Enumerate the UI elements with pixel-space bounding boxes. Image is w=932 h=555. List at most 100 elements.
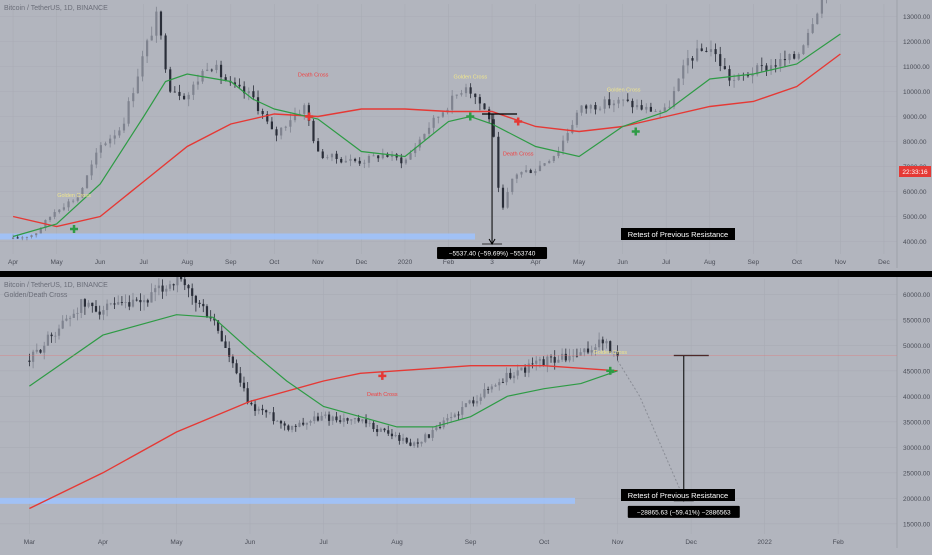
- candle-body: [453, 414, 456, 418]
- candle-body: [280, 127, 283, 136]
- candle-body: [305, 422, 308, 425]
- candle-body: [418, 139, 421, 148]
- candle-body: [54, 335, 57, 337]
- support-band[interactable]: [0, 233, 475, 240]
- candle-body: [538, 165, 542, 172]
- candle-body: [122, 123, 126, 131]
- candle-body: [242, 382, 246, 389]
- candle-body: [141, 56, 144, 77]
- bottom-chart-pane[interactable]: Bitcoin / TetherUS, 1D, BINANCE Golden/D…: [0, 267, 932, 550]
- golden-cross-2-label: Golden Cross: [453, 75, 487, 81]
- candle-body: [432, 117, 435, 128]
- candle-body: [585, 105, 588, 109]
- candle-body: [224, 77, 227, 81]
- candle-body: [605, 341, 608, 344]
- candle-body: [353, 158, 357, 161]
- top-chart-pane[interactable]: Bitcoin / TetherUS, 1D, BINANCE 13000.00…: [0, 0, 932, 271]
- y-tick-label: 6000.00: [903, 189, 927, 196]
- candle-body: [561, 353, 564, 360]
- x-tick-label: Aug: [181, 259, 193, 266]
- candle-body: [198, 302, 201, 304]
- x-tick-label: Jul: [140, 259, 149, 266]
- candle-body: [594, 104, 597, 110]
- candle-body: [117, 302, 120, 305]
- candle-body: [102, 310, 105, 315]
- y-tick-label: 60000.00: [903, 292, 930, 299]
- slow-moving-average[interactable]: [12, 53, 841, 228]
- candle-body: [509, 372, 512, 379]
- candle-body: [346, 418, 349, 421]
- candle-body: [705, 50, 708, 52]
- candle-body: [626, 99, 629, 101]
- candle-body: [104, 143, 107, 146]
- candle-body: [243, 86, 246, 94]
- support-band[interactable]: [0, 497, 575, 504]
- candle-body: [416, 442, 419, 444]
- candle-body: [413, 442, 416, 446]
- candle-body: [460, 93, 463, 95]
- candle-body: [157, 285, 160, 289]
- candle-body: [474, 93, 477, 98]
- candle-body: [405, 437, 408, 443]
- candle-body: [176, 275, 179, 286]
- candle-body: [806, 32, 810, 46]
- candle-body: [25, 236, 29, 238]
- candle-body: [424, 434, 427, 442]
- candle-body: [427, 434, 431, 438]
- candle-body: [379, 428, 382, 432]
- x-tick-label: Feb: [443, 259, 455, 266]
- candle-body: [802, 45, 805, 55]
- candle-body: [192, 84, 195, 95]
- candle-body: [571, 124, 574, 133]
- bottom-chart-svg[interactable]: 60000.00 55000.00 50000.00 45000.00 40000.00…: [0, 267, 932, 550]
- candle-body: [479, 397, 482, 401]
- candle-body: [239, 373, 242, 383]
- projection-path: [617, 360, 685, 499]
- pane-divider[interactable]: [0, 271, 932, 277]
- top-chart-svg[interactable]: 13000.00 12000.00 11000.00 10000.00 9000.00 8…: [0, 0, 932, 271]
- candle-body: [492, 119, 495, 137]
- candle-body: [760, 65, 763, 67]
- candle-body: [520, 367, 523, 371]
- candle-body: [427, 127, 431, 134]
- candle-body: [327, 414, 331, 421]
- slow-moving-average[interactable]: [29, 365, 618, 510]
- candle-body: [737, 74, 740, 80]
- bottom-chart-header: Bitcoin / TetherUS, 1D, BINANCE: [4, 282, 108, 289]
- candle-body: [320, 415, 323, 421]
- candle-body: [640, 105, 643, 110]
- candle-body: [72, 313, 75, 318]
- x-tick-label: 2020: [398, 259, 413, 266]
- candle-body: [552, 155, 555, 162]
- y-tick-label: 25000.00: [903, 470, 930, 477]
- candle-body: [672, 91, 676, 107]
- x-tick-label: Nov: [835, 259, 847, 266]
- candle-body: [21, 237, 24, 239]
- candle-body: [146, 300, 149, 303]
- candle-body: [423, 133, 426, 140]
- fast-moving-average[interactable]: [29, 314, 618, 428]
- candle-body: [709, 49, 713, 52]
- candle-body: [28, 360, 31, 362]
- candle-body: [224, 341, 227, 349]
- candle-body: [187, 94, 190, 100]
- candle-body: [598, 339, 601, 348]
- candle-body: [512, 375, 516, 379]
- candle-body: [498, 382, 501, 386]
- candle-body: [178, 91, 181, 96]
- x-tick-label: Mar: [24, 539, 36, 546]
- fast-moving-average[interactable]: [12, 33, 841, 238]
- candle-body: [109, 303, 112, 305]
- candle-body: [150, 35, 153, 41]
- candle-body: [409, 153, 412, 160]
- candle-body: [91, 302, 94, 307]
- candle-body: [793, 54, 796, 59]
- candle-body: [682, 65, 685, 79]
- candle-body: [81, 187, 84, 198]
- x-tick-label: Sep: [465, 539, 477, 546]
- candle-body: [220, 330, 223, 342]
- retest-label-text: Retest of Previous Resistance: [628, 230, 728, 239]
- candle-body: [457, 414, 460, 416]
- x-tick-label: Jun: [245, 539, 256, 546]
- candle-body: [265, 410, 268, 413]
